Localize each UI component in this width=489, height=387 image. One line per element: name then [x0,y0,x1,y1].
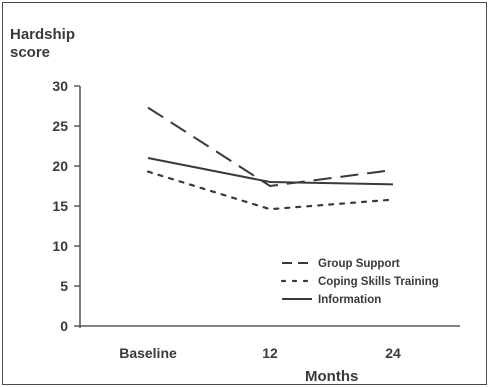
series-line-2 [147,157,394,186]
legend-label-2: Information [318,294,381,306]
series-line-1 [146,170,395,211]
legend-label-0: Group Support [318,258,400,270]
y-tick-label-20: 20 [52,158,68,174]
y-tick-label-0: 0 [60,318,68,334]
legend-label-1: Coping Skills Training [318,276,439,288]
y-tick-label-5: 5 [60,278,68,294]
y-axis-label-line2: score [10,44,50,61]
y-tick-label-10: 10 [52,238,68,254]
x-tick-label-2: 24 [385,345,401,361]
x-axis-label: Months [305,368,358,385]
series-line-0 [147,106,394,188]
y-tick-label-25: 25 [52,118,68,134]
x-tick-label-0: Baseline [119,345,177,361]
y-tick-label-30: 30 [52,78,68,94]
y-tick-label-15: 15 [52,198,68,214]
x-tick-label-1: 12 [262,345,278,361]
y-axis-label-line1: Hardship [10,26,75,43]
